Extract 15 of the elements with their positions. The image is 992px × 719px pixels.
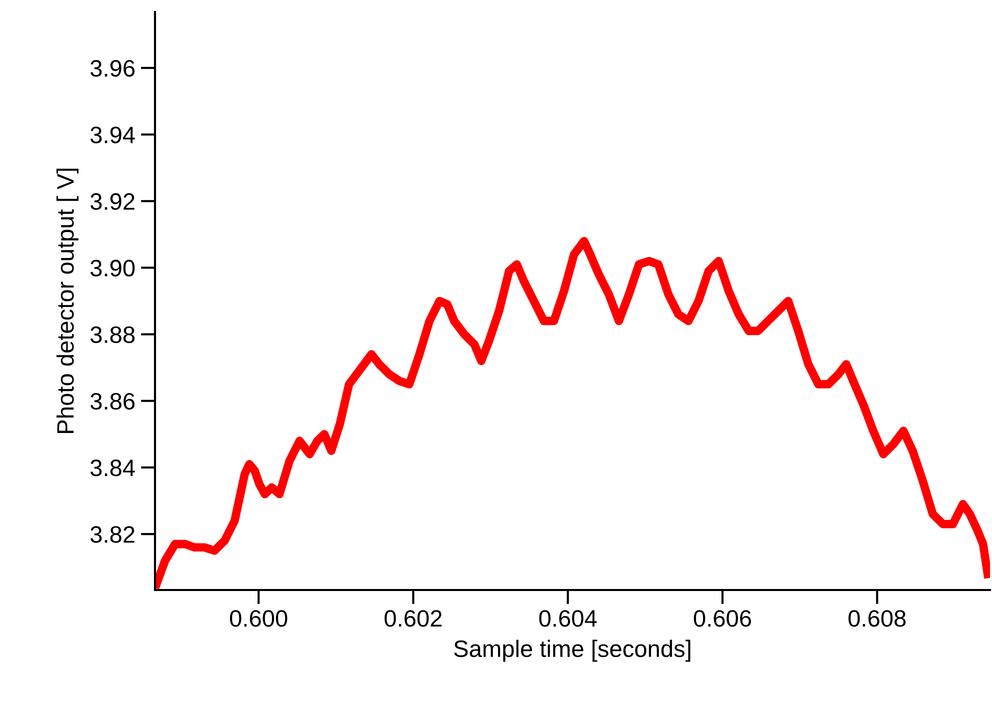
y-tick-label: 3.94 (90, 126, 135, 144)
y-tick-label: 3.84 (90, 460, 135, 476)
y-tick-label: 3.86 (90, 392, 135, 410)
y-tick-label: 3.92 (90, 193, 134, 210)
y-tick-label: 3.90 (90, 260, 135, 276)
x-tick-label: 0.606 (694, 610, 751, 627)
x-tick-label: 0.608 (848, 610, 906, 627)
y-tick-label: 3.96 (90, 60, 135, 77)
x-tick-label: 0.602 (384, 610, 442, 627)
y-axis-title: Photo detector output [ V] (56, 168, 78, 433)
x-tick-label: 0.604 (539, 610, 597, 627)
x-tick-label: 0.600 (230, 610, 288, 627)
y-tick-label: 3.82 (90, 526, 134, 543)
y-tick-label: 3.88 (90, 326, 135, 344)
x-axis-title: Sample time [seconds] (454, 640, 690, 662)
